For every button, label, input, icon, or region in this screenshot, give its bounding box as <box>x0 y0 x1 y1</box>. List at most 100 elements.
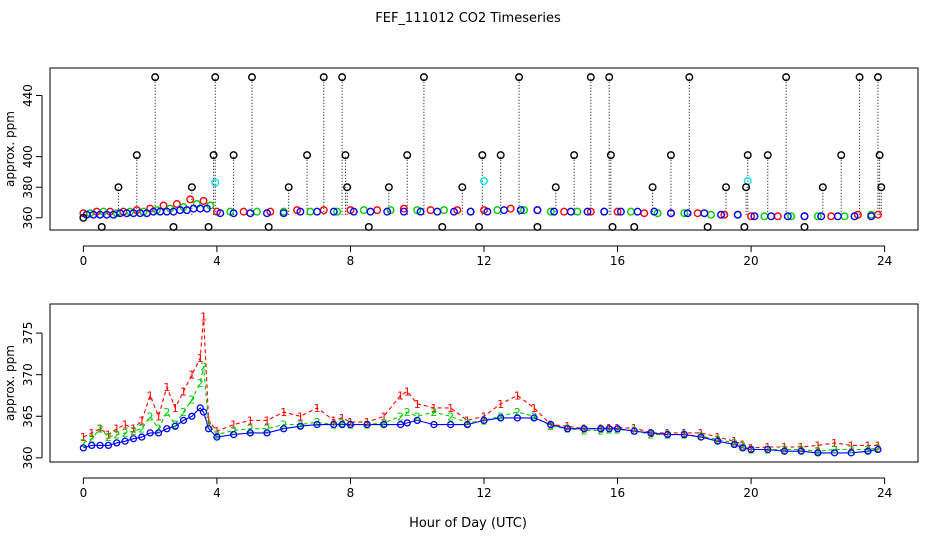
marker-2: 2 <box>531 410 538 423</box>
marker-level-1 <box>586 207 595 216</box>
marker-2: 2 <box>205 419 212 432</box>
marker-1: 1 <box>200 310 207 323</box>
marker-2: 2 <box>155 423 162 436</box>
marker-1: 1 <box>514 389 521 402</box>
marker-1: 1 <box>397 389 404 402</box>
marker-level-2 <box>359 206 368 215</box>
marker-level-3 <box>750 212 759 221</box>
marker-3 <box>330 420 338 429</box>
marker-level-3 <box>466 207 475 216</box>
marker-2: 2 <box>497 410 504 423</box>
marker-level-3 <box>600 207 609 216</box>
marker-level-3 <box>566 207 575 216</box>
marker-black <box>364 222 373 231</box>
marker-level-2 <box>520 206 529 215</box>
marker-2: 2 <box>798 444 805 457</box>
marker-black <box>474 222 483 231</box>
marker-black <box>763 151 772 160</box>
marker-black <box>204 222 213 231</box>
marker-3 <box>129 435 138 443</box>
marker-3 <box>847 449 855 457</box>
marker-black <box>187 183 196 192</box>
marker-2: 2 <box>380 417 387 430</box>
marker-3 <box>463 420 471 429</box>
marker-level-1 <box>693 209 702 218</box>
top-panel: 0 4 8 12 16 20 24 360 380 400 440 approx. ppm <box>3 67 919 268</box>
marker-1: 1 <box>764 441 771 454</box>
x-tick-label: 16 <box>610 254 625 268</box>
marker-1: 1 <box>531 402 538 415</box>
marker-1: 1 <box>230 419 237 432</box>
marker-3 <box>730 440 739 449</box>
marker-level-3 <box>500 206 509 215</box>
marker-level-1 <box>560 207 569 216</box>
marker-2: 2 <box>397 410 404 423</box>
marker-1: 1 <box>80 431 87 444</box>
marker-level-1 <box>399 204 408 213</box>
marker-black <box>97 222 106 231</box>
marker-3 <box>547 420 555 429</box>
marker-3 <box>580 425 588 433</box>
x-tick-label: 24 <box>877 254 892 268</box>
marker-2: 2 <box>414 410 421 423</box>
marker-level-2 <box>333 207 342 216</box>
x-tick-label: 16 <box>610 486 625 500</box>
marker-2: 2 <box>564 423 571 436</box>
marker-black <box>877 183 886 192</box>
marker-level-1 <box>199 196 208 205</box>
x-tick-label: 4 <box>213 254 221 268</box>
marker-3 <box>88 441 96 450</box>
marker-3 <box>446 420 455 429</box>
marker-3 <box>96 441 104 450</box>
marker-black <box>605 73 614 82</box>
marker-1: 1 <box>564 420 571 433</box>
marker-2: 2 <box>147 410 154 423</box>
marker-level-3 <box>202 204 211 213</box>
marker-1: 1 <box>497 398 504 411</box>
marker-1: 1 <box>681 427 688 440</box>
marker-2: 2 <box>681 429 688 442</box>
marker-1: 1 <box>781 441 788 454</box>
marker-1: 1 <box>147 389 154 402</box>
marker-black <box>743 151 752 160</box>
marker-black <box>818 183 827 192</box>
marker-3 <box>229 430 238 439</box>
marker-1: 1 <box>247 414 254 427</box>
marker-level-2 <box>192 200 201 209</box>
marker-black <box>630 222 639 231</box>
marker-level-3 <box>383 207 392 216</box>
marker-1: 1 <box>297 410 304 423</box>
x-tick-label: 20 <box>743 254 758 268</box>
marker-2: 2 <box>874 442 881 455</box>
marker-level-3 <box>583 207 592 216</box>
marker-level-2 <box>840 212 849 221</box>
marker-1: 1 <box>138 414 145 427</box>
marker-1: 1 <box>430 402 437 415</box>
marker-black <box>666 151 675 160</box>
marker-2: 2 <box>247 423 254 436</box>
marker-3 <box>113 439 121 447</box>
marker-level-1 <box>239 207 248 216</box>
marker-3 <box>79 444 88 452</box>
marker-black <box>284 183 293 192</box>
marker-2: 2 <box>339 417 346 430</box>
marker-level-1 <box>159 201 168 210</box>
marker-level-2 <box>626 207 635 216</box>
marker-1: 1 <box>180 385 187 398</box>
marker-1: 1 <box>464 414 471 427</box>
marker-1: 1 <box>547 419 554 432</box>
marker-level-3 <box>800 212 809 221</box>
marker-level-3 <box>783 212 792 221</box>
marker-3 <box>630 427 638 435</box>
marker-3 <box>597 425 605 433</box>
marker-black <box>169 222 178 231</box>
marker-level-1 <box>827 212 836 221</box>
marker-3 <box>204 425 213 433</box>
marker-1: 1 <box>330 414 337 427</box>
marker-black <box>151 73 160 82</box>
marker-level-3 <box>733 210 742 219</box>
top-x-axis: 0 4 8 12 16 20 24 <box>80 245 892 268</box>
marker-black <box>319 73 328 82</box>
marker-level-3 <box>533 206 542 215</box>
